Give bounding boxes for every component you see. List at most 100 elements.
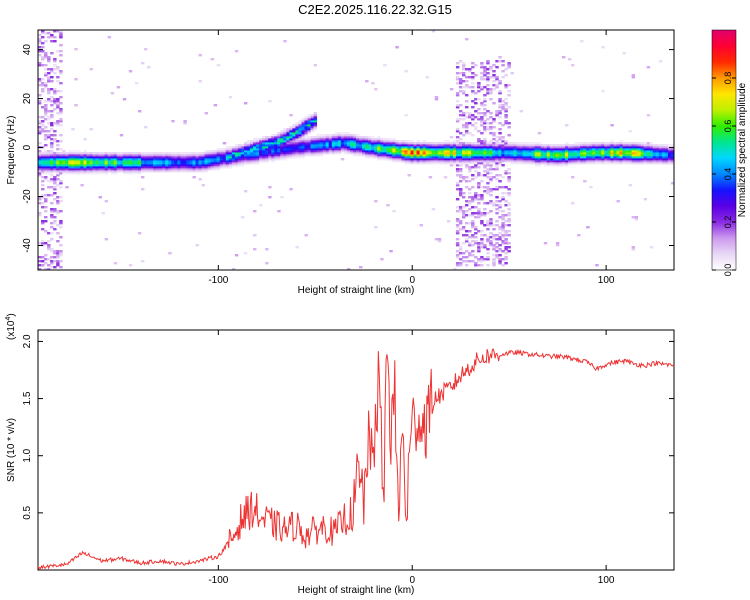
heatmap-cell [253,234,257,237]
heatmap-cell [413,146,417,149]
heatmap-cell [428,154,433,157]
heatmap-cell [583,162,587,165]
heatmap-cell [383,152,387,155]
heatmap-cell [564,142,569,145]
heatmap-cell [495,60,499,63]
heatmap-cell [50,146,54,149]
heatmap-cell [537,158,542,161]
heatmap-cell [183,164,187,167]
heatmap-cell [59,196,63,199]
heatmap-cell [316,140,321,143]
heatmap-cell [416,146,420,149]
heatmap-cell [522,148,526,151]
heatmap-cell [225,164,230,167]
heatmap-cell [192,166,196,169]
heatmap-cell [440,146,445,149]
heatmap-cell [38,156,42,159]
heatmap-cell [98,154,102,157]
heatmap-cell [47,90,51,93]
heatmap-cell [546,154,551,157]
heatmap-cell [47,232,51,235]
heatmap-cell [65,164,69,167]
heatmap-cell [501,216,505,219]
heatmap-cell [616,162,620,165]
heatmap-cell [616,154,620,157]
heatmap-cell [462,134,466,137]
heatmap-cell [410,158,414,161]
heatmap-cell [125,168,130,171]
heatmap-cell [53,182,57,185]
heatmap-cell [486,182,490,185]
heatmap-cell [147,152,151,155]
heatmap-cell [471,250,475,253]
heatmap-cell [437,150,442,153]
heatmap-cell [368,136,372,139]
heatmap-cell [210,152,215,155]
heatmap-cell [349,140,354,143]
heatmap-cell [56,164,60,167]
heatmap-cell [262,158,266,161]
heatmap-cell [643,142,648,145]
heatmap-cell [38,42,42,45]
heatmap-cell [259,204,263,207]
heatmap-cell [480,246,484,249]
heatmap-cell [437,146,442,149]
heatmap-cell [71,150,75,153]
heatmap-cell [168,162,172,165]
heatmap-cell [38,196,42,199]
heatmap-cell [425,148,430,151]
heatmap-cell [425,158,430,161]
heatmap-cell [47,172,51,175]
heatmap-cell [519,162,523,165]
heatmap-cell [334,132,339,135]
heatmap-cell [537,162,542,165]
heatmap-cell [225,154,230,157]
heatmap-cell [480,146,484,149]
heatmap-cell [377,152,381,155]
heatmap-cell [489,180,493,183]
heatmap-cell [44,242,48,245]
heatmap-cell [337,152,342,155]
heatmap-cell [443,156,448,159]
heatmap-cell [619,144,623,147]
heatmap-cell [122,162,127,165]
heatmap-cell [374,154,378,157]
heatmap-cell [274,138,278,141]
heatmap-cell [437,144,442,147]
heatmap-cell [449,148,454,151]
heatmap-cell [225,166,230,169]
heatmap-cell [198,156,202,159]
heatmap-cell [495,156,499,159]
heatmap-cell [65,170,69,173]
heatmap-cell [552,160,557,163]
heatmap-cell [268,152,272,155]
heatmap-cell [540,152,545,155]
heatmap-cell [607,160,611,163]
heatmap-cell [386,148,390,151]
heatmap-cell [325,142,330,145]
heatmap-cell [207,154,212,157]
heatmap-cell [50,122,54,125]
heatmap-cell [486,152,490,155]
heatmap-cell [468,188,472,191]
heatmap-cell [495,86,499,89]
heatmap-cell [504,156,508,159]
heatmap-cell [577,148,581,151]
heatmap-cell [234,158,239,161]
heatmap-cell [531,142,536,145]
heatmap-cell [89,68,93,71]
heatmap-cell [670,148,674,151]
heatmap-cell [440,156,445,159]
heatmap-cell [383,148,387,151]
heatmap-cell [352,134,357,137]
heatmap-cell [56,254,60,257]
heatmap-cell [601,144,605,147]
heatmap-cell [268,146,272,149]
heatmap-cell [540,162,545,165]
heatmap-cell [47,264,51,267]
heatmap-cell [664,154,669,157]
heatmap-cell [44,200,48,203]
heatmap-cell [449,154,454,157]
heatmap-cell [186,170,190,173]
heatmap-cell [495,152,499,155]
